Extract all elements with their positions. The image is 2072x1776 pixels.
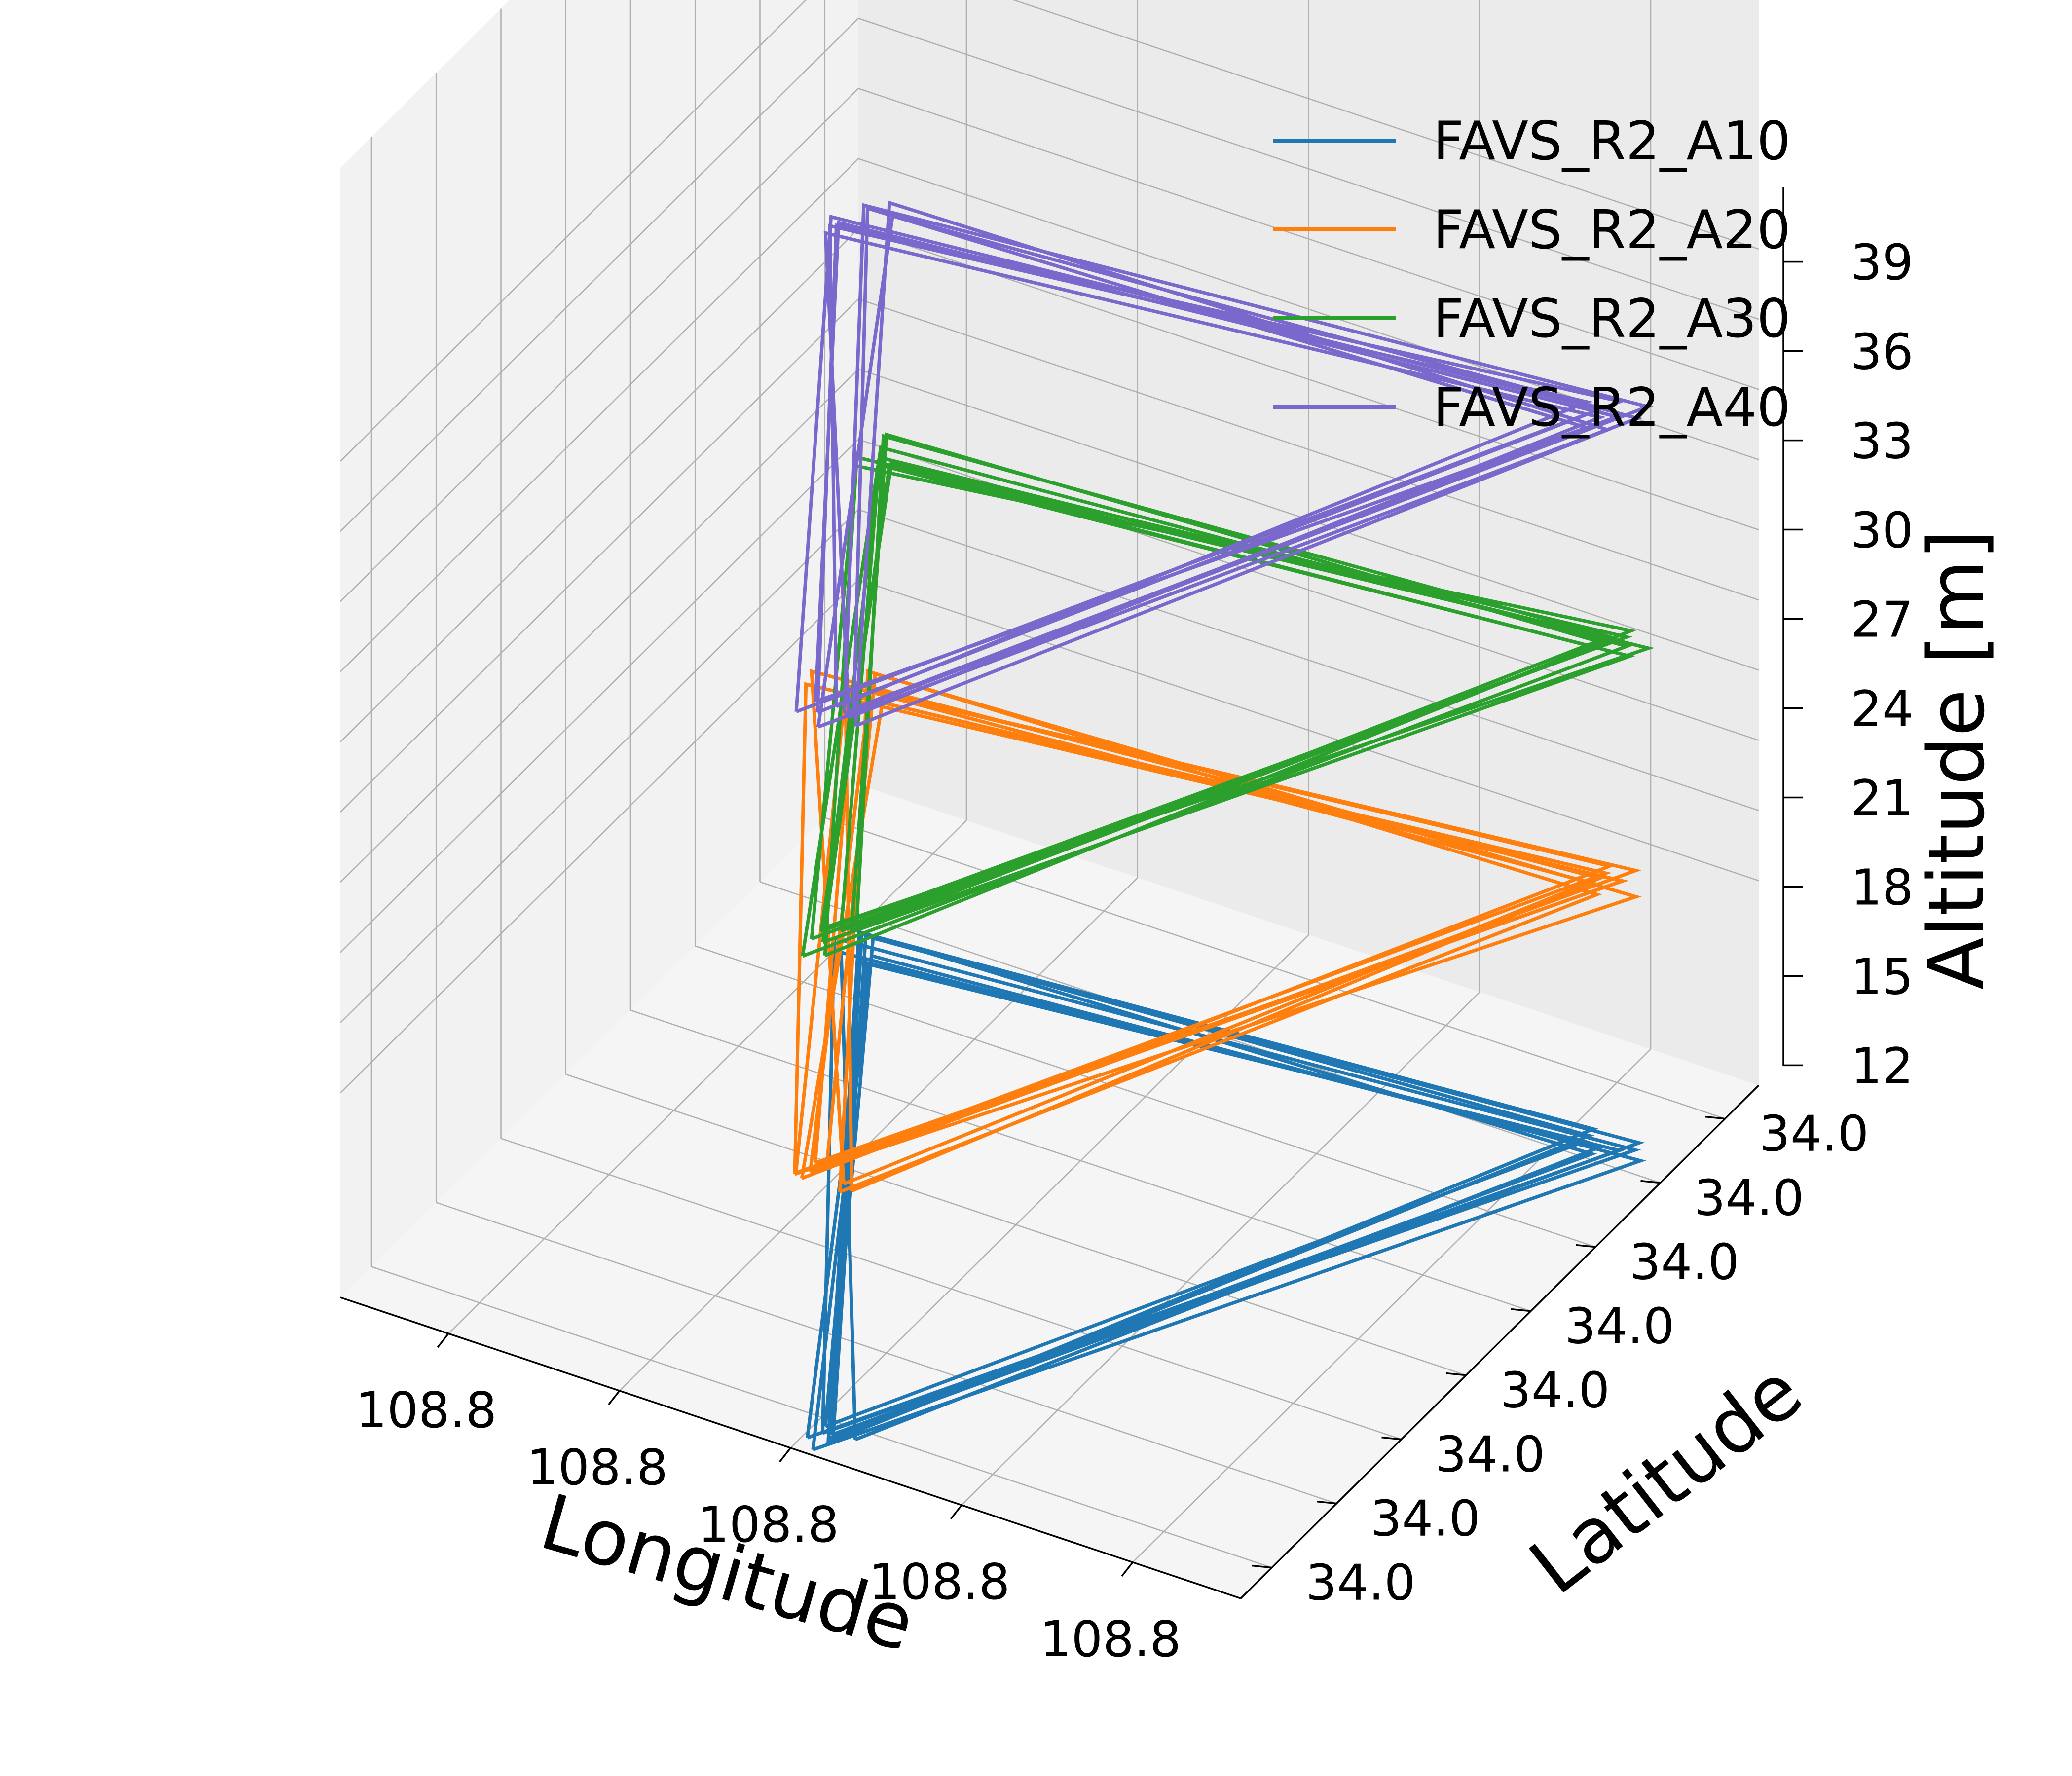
y-tick-label: 34.0 — [1306, 1554, 1416, 1612]
x-tickmark — [1121, 1561, 1134, 1577]
y-tickmark — [1576, 1244, 1596, 1248]
y-tickmark — [1511, 1308, 1531, 1312]
legend-label: FAVS_R2_A10 — [1433, 111, 1791, 172]
y-tick-label: 34.0 — [1759, 1105, 1869, 1163]
legend: FAVS_R2_A10 FAVS_R2_A20 FAVS_R2_A30 FAVS_R2… — [1273, 111, 1791, 439]
series-line — [814, 220, 1624, 703]
y-tick-label: 34.0 — [1500, 1362, 1610, 1419]
y-tick-label: 34.0 — [1435, 1426, 1545, 1483]
y-tickmark — [1317, 1500, 1337, 1505]
x-tickmark — [950, 1504, 962, 1519]
tick-labels: 108.8 108.8 108.8 108.8 108.8 34.0 34.0 34.0 34.… — [356, 234, 1914, 1668]
y-tick-label: 34.0 — [1370, 1490, 1480, 1548]
y-gridline — [565, 1073, 1467, 1376]
legend-label: FAVS_R2_A40 — [1433, 377, 1791, 439]
y-tickmark — [1640, 1180, 1661, 1184]
x-tick-label: 108.8 — [1040, 1610, 1181, 1668]
series-tracks — [793, 200, 1655, 1451]
y-gridline — [695, 945, 1596, 1248]
x-tick-label: 108.8 — [869, 1553, 1010, 1611]
y-gridline — [501, 1138, 1402, 1440]
x-tick-label: 108.8 — [356, 1381, 497, 1439]
z-gridline — [340, 0, 1759, 462]
z-tick-label: 39 — [1850, 234, 1913, 292]
z-tick-label: 36 — [1850, 323, 1913, 381]
y-tickmark — [1446, 1372, 1466, 1376]
y-gridline — [760, 881, 1661, 1184]
x-tickmark — [779, 1447, 791, 1463]
x-tickmark — [608, 1390, 621, 1406]
y-axis-line — [1240, 1084, 1760, 1599]
series-line — [823, 961, 1591, 1428]
z-tick-label: 21 — [1850, 769, 1913, 827]
x-tick-label: 108.8 — [698, 1496, 839, 1554]
z-tick-label: 33 — [1850, 412, 1913, 470]
x-tickmark — [437, 1333, 449, 1348]
z-gridline — [340, 298, 1759, 813]
z-gridline — [340, 87, 1759, 602]
x-tick-label: 108.8 — [527, 1439, 668, 1496]
series-track-group — [794, 200, 1654, 729]
y-tick-label: 34.0 — [1629, 1233, 1739, 1291]
y-tick-label: 34.0 — [1694, 1169, 1804, 1227]
y-gridline — [824, 817, 1726, 1119]
z-tick-label: 27 — [1850, 591, 1913, 649]
left-wall-pane — [340, 0, 858, 1297]
z-tick-label: 30 — [1850, 502, 1913, 559]
x-gridline — [448, 820, 967, 1334]
y-tickmark — [1381, 1436, 1402, 1441]
z-axis-label: Altitude [m] — [1912, 530, 2001, 990]
legend-label: FAVS_R2_A20 — [1433, 199, 1791, 261]
z-gridline — [340, 17, 1759, 532]
series-line — [816, 213, 1643, 729]
y-tickmark — [1252, 1564, 1272, 1569]
y-gridline — [436, 1202, 1337, 1504]
z-tick-label: 24 — [1850, 680, 1913, 738]
series-line — [811, 953, 1647, 1451]
y-tick-label: 34.0 — [1565, 1297, 1675, 1355]
y-tickmark — [1705, 1115, 1725, 1120]
z-tick-label: 18 — [1850, 858, 1913, 916]
y-gridline — [630, 1009, 1531, 1312]
legend-label: FAVS_R2_A30 — [1433, 288, 1791, 350]
x-gridline — [619, 877, 1138, 1392]
z-tick-label: 12 — [1850, 1037, 1913, 1095]
z-tick-label: 15 — [1850, 948, 1913, 1005]
